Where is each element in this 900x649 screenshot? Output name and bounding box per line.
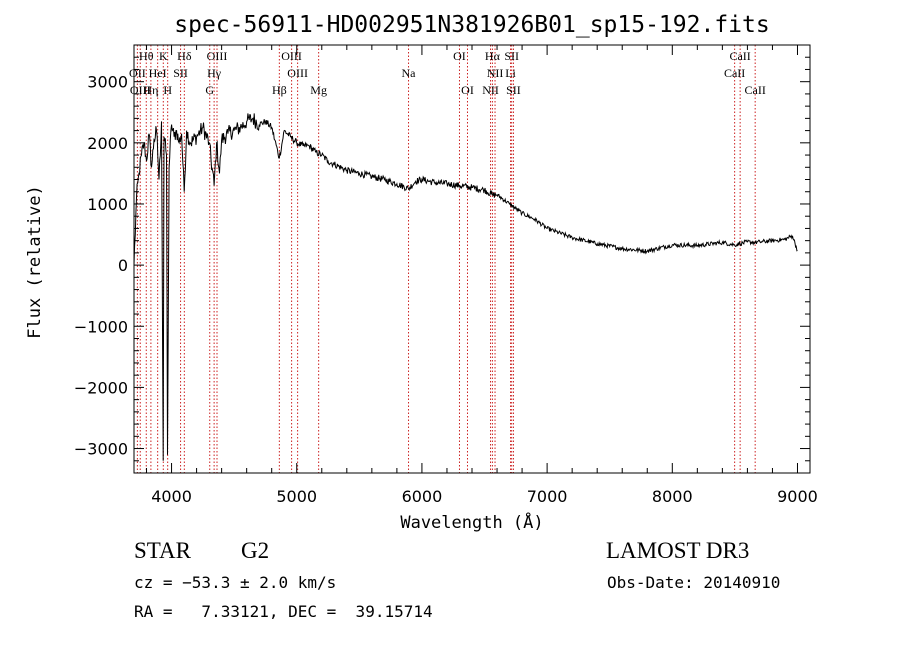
line-marker-label: Mg xyxy=(310,83,327,97)
line-marker-label: Li xyxy=(505,66,516,80)
line-marker-label: OII xyxy=(129,66,146,80)
line-marker-label: OIII xyxy=(287,66,308,80)
y-tick-label: 2000 xyxy=(87,134,128,153)
line-marker-label: CaII xyxy=(724,66,745,80)
line-marker-label: Hη xyxy=(143,83,158,97)
spectrum-series xyxy=(133,113,798,461)
line-marker-label: Hβ xyxy=(272,83,287,97)
line-marker-label: Hα xyxy=(485,49,501,63)
line-marker-label: HeI xyxy=(149,66,167,80)
line-marker-label: G xyxy=(205,83,214,97)
survey-name: LAMOST DR3 xyxy=(606,538,750,563)
object-subclass: G2 xyxy=(241,538,270,563)
line-marker-label: Hγ xyxy=(207,66,222,80)
y-axis-label: Flux (relative) xyxy=(25,185,45,339)
y-tick-label: −3000 xyxy=(74,440,128,459)
line-marker-label: CaII xyxy=(745,83,766,97)
plot-frame xyxy=(133,44,811,474)
line-marker-label: CaII xyxy=(729,49,750,63)
line-marker-label: Na xyxy=(402,66,417,80)
y-tick-label: −1000 xyxy=(74,317,128,336)
line-marker-label: Hδ xyxy=(177,49,192,63)
y-tick-label: 3000 xyxy=(87,73,128,92)
line-marker-label: Hθ xyxy=(139,49,154,63)
object-type: STAR xyxy=(134,538,191,563)
observation-date: Obs-Date: 20140910 xyxy=(607,573,781,592)
line-marker-label: NII xyxy=(487,66,504,80)
ra-dec-coordinates: RA = 7.33121, DEC = 39.15714 xyxy=(134,602,433,621)
y-tick-label: 0 xyxy=(118,256,128,275)
x-tick-label: 6000 xyxy=(402,487,443,506)
line-marker-label: SII xyxy=(173,66,188,80)
x-axis-label: Wavelength (Å) xyxy=(400,511,543,533)
line-marker-label: OIII xyxy=(281,49,302,63)
emission-line-markers xyxy=(136,45,756,473)
x-tick-label: 4000 xyxy=(151,487,192,506)
y-tick-label: 1000 xyxy=(87,195,128,214)
spectrum-line xyxy=(133,113,798,461)
line-marker-label: OI xyxy=(453,49,466,63)
line-marker-label: NII xyxy=(482,83,499,97)
line-marker-label: H xyxy=(163,83,172,97)
plot-axes xyxy=(133,44,811,474)
x-tick-label: 5000 xyxy=(276,487,317,506)
chart-title: spec-56911-HD002951N381926B01_sp15-192.f… xyxy=(174,12,769,38)
x-tick-label: 7000 xyxy=(527,487,568,506)
line-marker-label: OI xyxy=(461,83,474,97)
line-marker-label: K xyxy=(159,49,168,63)
line-marker-label: OIII xyxy=(207,49,228,63)
x-tick-label: 9000 xyxy=(777,487,818,506)
redshift-cz: cz = −53.3 ± 2.0 km/s xyxy=(134,573,337,592)
axis-ticks: 4000 5000 6000 7000 8000 9000 −3000 −2000 −1000 0… xyxy=(74,45,818,506)
y-tick-label: −2000 xyxy=(74,378,128,397)
line-marker-label: SII xyxy=(506,83,521,97)
x-tick-label: 8000 xyxy=(652,487,693,506)
line-marker-label: SII xyxy=(504,49,519,63)
